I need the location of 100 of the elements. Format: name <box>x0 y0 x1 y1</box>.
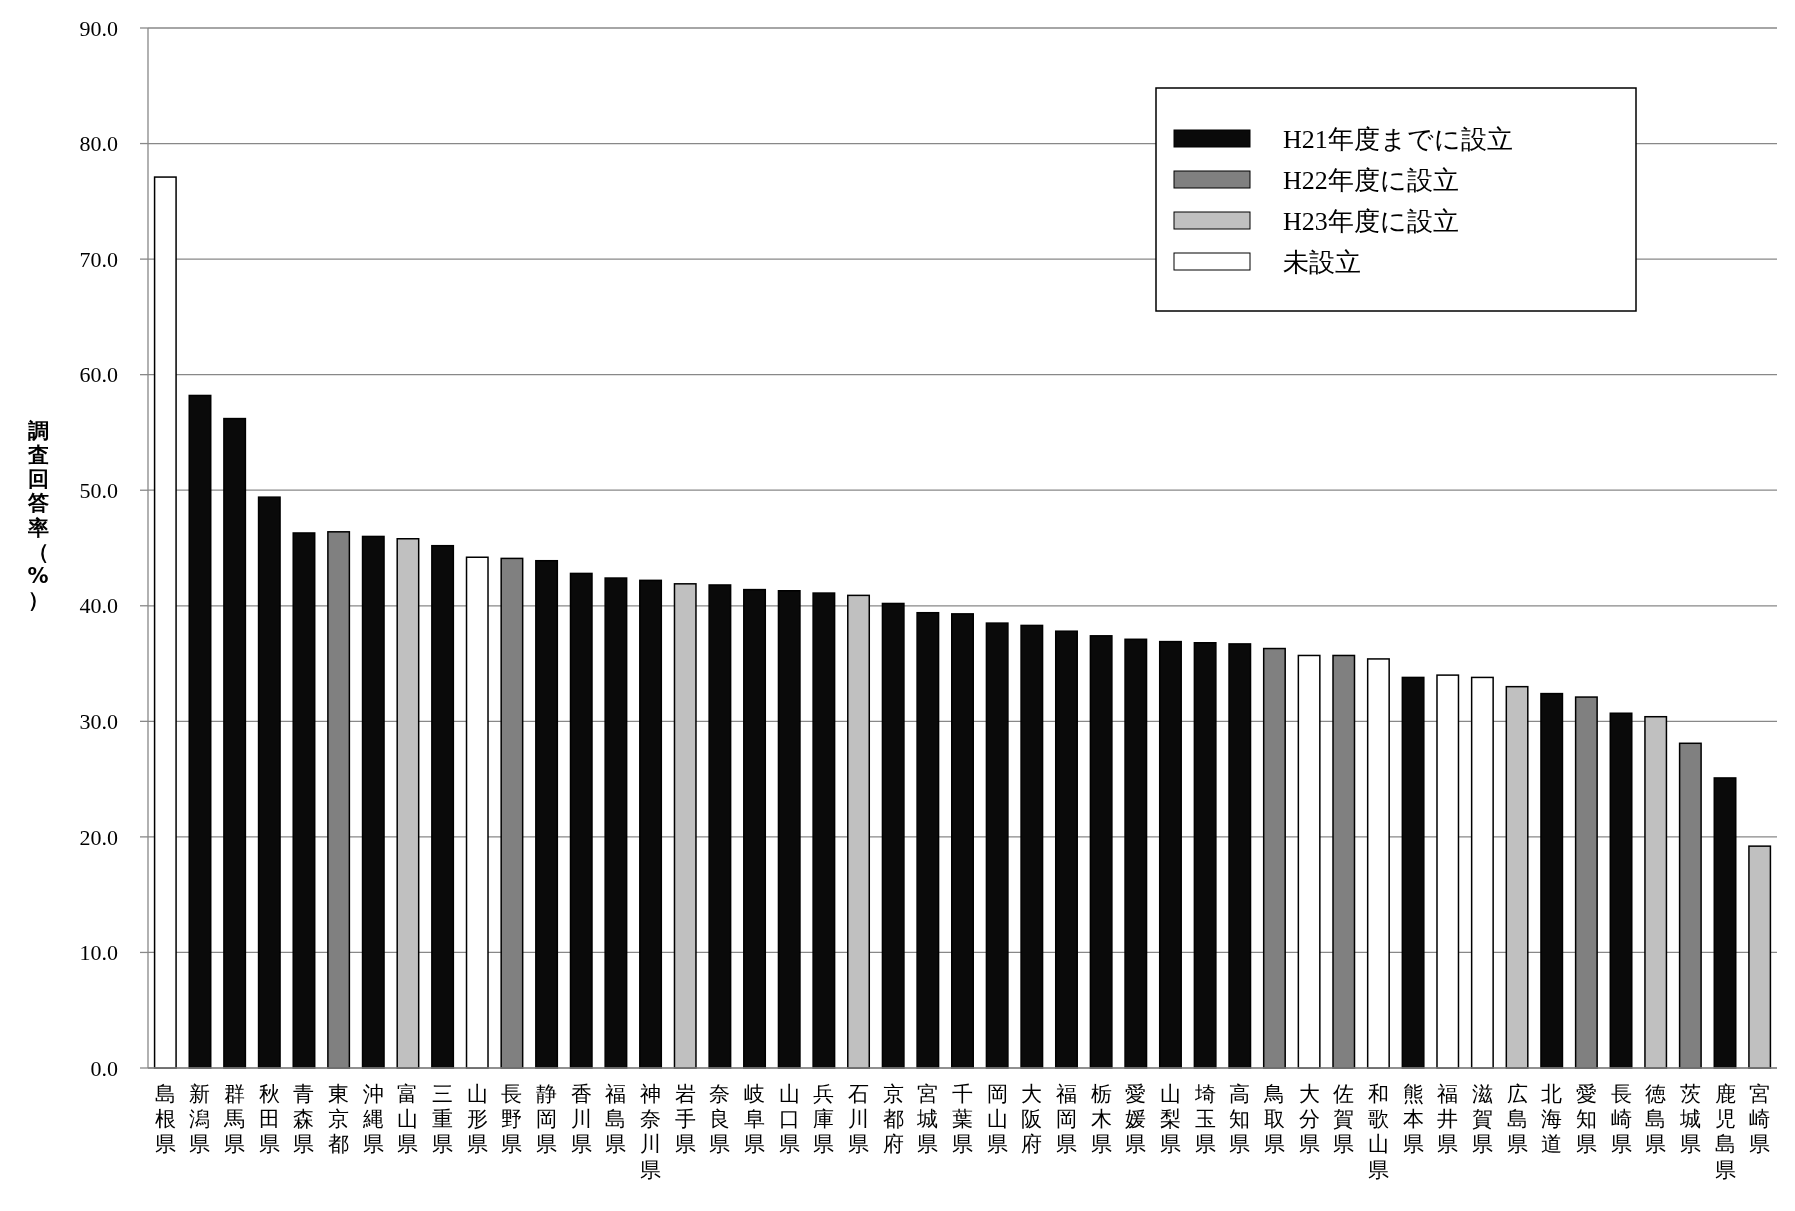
bar <box>916 611 940 1069</box>
bar <box>743 588 767 1069</box>
bar <box>465 556 489 1069</box>
x-tick-label: 奈良県 <box>709 1082 731 1157</box>
legend-label: H23年度に設立 <box>1283 207 1459 237</box>
x-tick-label: 静岡県 <box>536 1082 558 1157</box>
bar <box>1054 630 1078 1069</box>
x-tick-label: 鹿児島県 <box>1714 1082 1736 1182</box>
bar <box>292 532 316 1069</box>
bar <box>153 176 177 1069</box>
x-tick-label: 熊本県 <box>1402 1082 1424 1157</box>
bar <box>1748 845 1772 1069</box>
bar <box>1540 692 1564 1069</box>
x-tick-label: 徳島県 <box>1645 1082 1667 1157</box>
x-tick-label: 高知県 <box>1229 1082 1251 1157</box>
x-tick-label: 大分県 <box>1298 1082 1320 1157</box>
x-tick-label: 山形県 <box>466 1082 488 1157</box>
bar <box>1089 635 1113 1069</box>
x-tick-label: 香川県 <box>570 1082 592 1157</box>
x-tick-label: 栃木県 <box>1090 1082 1112 1157</box>
x-tick-label: 鳥取県 <box>1262 1082 1285 1157</box>
y-tick-label: 60.0 <box>79 362 118 388</box>
x-tick-label: 青森県 <box>293 1082 315 1157</box>
bar <box>1193 642 1217 1069</box>
x-tick-label: 長崎県 <box>1610 1082 1632 1157</box>
bar <box>951 613 974 1069</box>
bar <box>1366 658 1390 1069</box>
bar <box>1124 638 1148 1069</box>
bar <box>569 572 593 1069</box>
y-tick-label: 30.0 <box>79 709 118 735</box>
bar <box>1020 624 1044 1069</box>
x-tick-label: 岡山県 <box>986 1082 1008 1157</box>
x-tick-label: 岐阜県 <box>744 1082 766 1157</box>
x-tick-label: 京都府 <box>882 1082 904 1157</box>
x-tick-label: 沖縄県 <box>361 1082 384 1157</box>
bar <box>396 538 420 1069</box>
bar <box>812 592 836 1069</box>
x-tick-label: 広島県 <box>1506 1082 1528 1157</box>
x-tick-label: 神奈川県 <box>640 1082 662 1182</box>
legend-label: 未設立 <box>1283 248 1361 278</box>
x-tick-label: 山口県 <box>778 1082 800 1157</box>
y-tick-label: 10.0 <box>79 940 118 966</box>
x-tick-label: 北海道 <box>1541 1082 1563 1157</box>
x-tick-label: 大阪府 <box>1021 1082 1043 1157</box>
bar <box>881 602 905 1069</box>
x-tick-label: 秋田県 <box>258 1082 280 1157</box>
bar <box>639 579 663 1069</box>
bar <box>1505 685 1529 1069</box>
bar <box>188 394 212 1069</box>
bar <box>1436 674 1460 1069</box>
bar <box>777 590 801 1069</box>
x-tick-label: 富山県 <box>397 1082 419 1157</box>
y-tick-label: 80.0 <box>79 131 118 157</box>
x-tick-label: 三重県 <box>432 1082 454 1157</box>
x-tick-label: 宮城県 <box>916 1082 939 1157</box>
x-tick-label: 佐賀県 <box>1333 1082 1355 1157</box>
y-tick-label: 90.0 <box>79 15 118 41</box>
x-tick-label: 千葉県 <box>952 1082 973 1157</box>
bar <box>1401 676 1425 1069</box>
bar <box>361 535 385 1069</box>
bar <box>673 583 697 1069</box>
y-tick-label: 40.0 <box>79 593 118 619</box>
x-tick-label: 福井県 <box>1437 1082 1459 1157</box>
bar <box>604 577 628 1069</box>
y-tick-label: 20.0 <box>79 824 118 850</box>
x-tick-label: 兵庫県 <box>813 1082 835 1157</box>
x-tick-label: 石川県 <box>848 1082 870 1157</box>
x-tick-label: 福島県 <box>605 1082 627 1157</box>
x-tick-label: 愛媛県 <box>1125 1082 1147 1157</box>
x-tick-label: 群馬県 <box>223 1082 246 1157</box>
bar <box>1228 643 1252 1069</box>
x-tick-label: 茨城県 <box>1678 1082 1701 1157</box>
x-tick-label: 長野県 <box>501 1082 523 1157</box>
y-tick-label: 70.0 <box>79 246 118 272</box>
bar <box>257 496 281 1069</box>
x-tick-label: 島根県 <box>154 1082 176 1157</box>
bar <box>985 622 1009 1069</box>
bar <box>1644 715 1668 1069</box>
bar <box>535 559 559 1069</box>
y-tick-label: 0.0 <box>90 1055 118 1081</box>
bar <box>1297 654 1321 1069</box>
x-tick-label: 山梨県 <box>1159 1082 1181 1157</box>
bar <box>1713 777 1737 1069</box>
bar <box>1609 712 1633 1069</box>
bar <box>1470 676 1494 1069</box>
legend-label: H22年度に設立 <box>1283 166 1459 196</box>
x-tick-label: 新潟県 <box>189 1082 211 1157</box>
bar <box>431 544 455 1069</box>
bar <box>1158 640 1182 1069</box>
x-tick-label: 和歌山県 <box>1367 1082 1389 1182</box>
bar <box>708 584 732 1069</box>
x-tick-label: 東京都 <box>328 1082 350 1157</box>
y-axis-title: 調査回答率（%） <box>26 419 49 613</box>
x-tick-label: 埼玉県 <box>1193 1082 1216 1157</box>
bar <box>847 594 871 1069</box>
x-tick-label: 福岡県 <box>1055 1082 1077 1157</box>
legend-label: H21年度までに設立 <box>1283 125 1513 155</box>
x-tick-label: 宮崎県 <box>1749 1082 1771 1157</box>
bar <box>223 417 247 1069</box>
x-tick-label: 愛知県 <box>1575 1082 1597 1157</box>
